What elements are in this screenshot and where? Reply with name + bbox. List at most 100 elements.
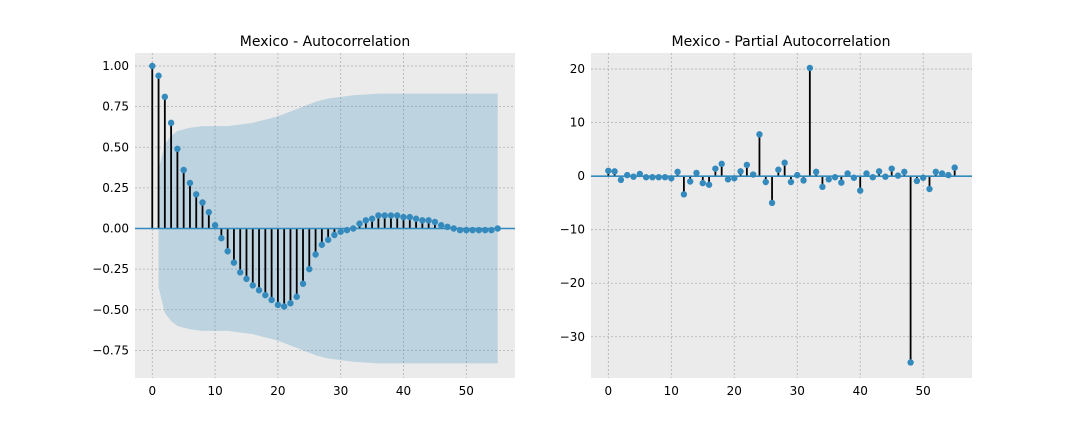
y-tick-label: −0.50 [92,303,129,317]
data-point [419,217,426,224]
y-tick-label: 0.00 [102,222,129,236]
data-point [224,248,231,255]
data-point [406,213,413,221]
partial-autocorrelation-title: Mexico - Partial Autocorrelation [672,34,891,50]
y-tick-label: 0.50 [102,140,129,154]
autocorrelation-plot-area: 0 10 20 30 40 50 −0.75 −0.50 −0.25 0.00 0.25 0.50 0.… [92,53,515,398]
data-point [743,161,751,169]
data-point [161,93,169,101]
x-tick-label: 30 [333,384,348,398]
data-point [193,191,200,198]
x-tick-label: 40 [853,384,868,398]
data-point [381,212,388,219]
data-point [368,215,376,222]
data-point [431,218,439,226]
data-point [787,178,795,186]
data-point [387,212,395,219]
data-point [155,72,162,79]
y-tick-label: −20 [560,276,585,290]
data-point [268,296,275,304]
data-point [199,199,206,206]
data-point [869,174,877,181]
x-tick-label: 50 [916,384,931,398]
data-point [762,178,769,186]
data-point [237,269,244,276]
y-tick-label: 20 [570,62,585,76]
data-point [781,159,788,166]
data-point [731,175,738,182]
data-point [875,168,883,175]
data-point [186,179,194,187]
data-point [812,168,820,176]
data-point [825,176,832,183]
y-tick-label: 10 [570,116,585,130]
data-point [450,225,457,232]
data-point [324,236,332,244]
data-point [693,169,700,177]
data-point [630,173,637,180]
data-point [705,181,713,188]
data-point [299,280,307,287]
x-tick-label: 0 [148,384,156,398]
data-point [218,235,225,242]
x-tick-label: 40 [396,384,411,398]
data-point [180,166,187,174]
data-point [306,265,313,273]
data-point [794,171,801,179]
data-point [699,179,706,187]
data-point [400,213,407,221]
y-tick-label: −0.75 [92,343,129,357]
data-point [907,359,914,366]
data-point [844,170,851,177]
data-point [475,226,483,234]
data-point [756,131,763,138]
data-point [425,217,432,224]
partial-autocorrelation-panel: Mexico - Partial Autocorrelation 0 10 20 30… [560,34,972,398]
data-point [938,170,946,177]
data-point [819,183,826,191]
y-tick-label: 0.75 [102,100,129,114]
data-point [668,175,675,182]
data-point [205,209,213,216]
x-tick-label: 10 [664,384,679,398]
data-point [488,226,495,234]
data-point [469,226,476,234]
data-point [437,222,445,229]
data-point [456,226,464,234]
data-point [211,222,219,229]
data-point [680,191,688,198]
data-point [243,275,250,283]
y-tick-label: −0.25 [92,262,129,276]
data-point [149,62,156,70]
data-point [932,168,939,176]
data-point [249,282,256,289]
data-point [394,212,401,219]
y-tick-label: 0 [577,169,585,183]
data-point [838,179,845,186]
data-point [661,174,669,181]
data-point [287,300,294,307]
data-point [481,226,489,234]
y-tick-label: 1.00 [102,59,129,73]
data-point [901,168,908,176]
y-tick-label: 0.25 [102,181,129,195]
autocorrelation-panel: Mexico - Autocorrelation 0 10 20 30 40 50 −0.7… [92,34,515,398]
data-point [951,164,958,171]
data-point [230,259,238,266]
data-point [605,167,612,174]
axes-background [135,53,515,378]
autocorrelation-title: Mexico - Autocorrelation [240,34,410,50]
data-point [882,173,889,180]
data-point [775,166,782,173]
x-tick-label: 50 [459,384,474,398]
data-point [919,174,927,181]
data-point [800,177,807,184]
data-point [274,301,282,309]
data-point [617,176,625,184]
data-point [343,226,351,234]
data-point [350,225,357,232]
x-tick-label: 0 [604,384,612,398]
data-point [255,287,263,294]
x-tick-label: 20 [727,384,742,398]
